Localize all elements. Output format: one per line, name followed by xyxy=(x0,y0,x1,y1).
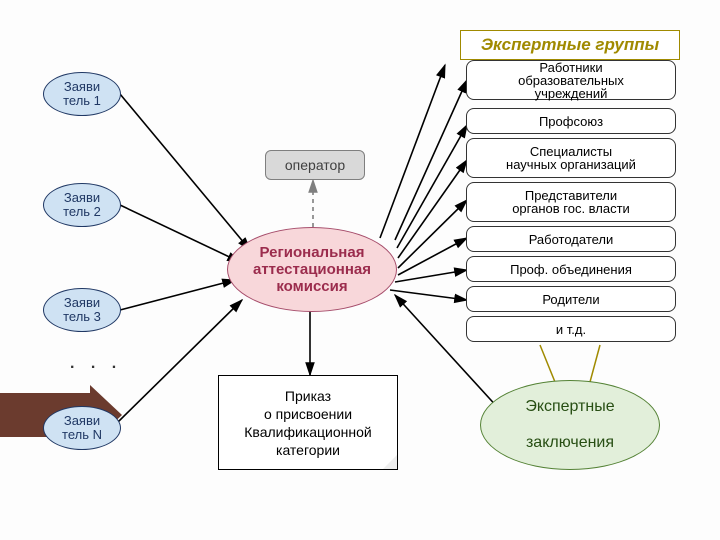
conclusion-label: Экспертныезаключения xyxy=(525,398,614,452)
applicant-2: Заявитель 2 xyxy=(43,183,121,227)
order-label: Приказо присвоенииКвалификационнойкатего… xyxy=(244,387,371,459)
applicant-1: Заявитель 1 xyxy=(43,72,121,116)
group-item-1: Профсоюз xyxy=(466,108,676,134)
group-item-6: Родители xyxy=(466,286,676,312)
group-item-5: Проф. объединения xyxy=(466,256,676,282)
applicants-ellipsis: . . . xyxy=(70,355,122,373)
group-item-3: Представителиорганов гос. власти xyxy=(466,182,676,222)
groups-title: Экспертные группы xyxy=(460,30,680,60)
center-commission: Региональнаяаттестационнаякомиссия xyxy=(227,227,397,312)
group-item-4: Работодатели xyxy=(466,226,676,252)
order-box: Приказо присвоенииКвалификационнойкатего… xyxy=(218,375,398,470)
group-item-2: Специалистынаучных организаций xyxy=(466,138,676,178)
applicant-3: Заявитель 3 xyxy=(43,288,121,332)
applicant-4: Заявитель N xyxy=(43,406,121,450)
operator-box: оператор xyxy=(265,150,365,180)
group-item-7: и т.д. xyxy=(466,316,676,342)
conclusion-ellipse: Экспертныезаключения xyxy=(480,380,660,470)
group-item-0: Работникиобразовательныхучреждений xyxy=(466,60,676,100)
center-commission-label: Региональнаяаттестационнаякомиссия xyxy=(253,244,371,295)
